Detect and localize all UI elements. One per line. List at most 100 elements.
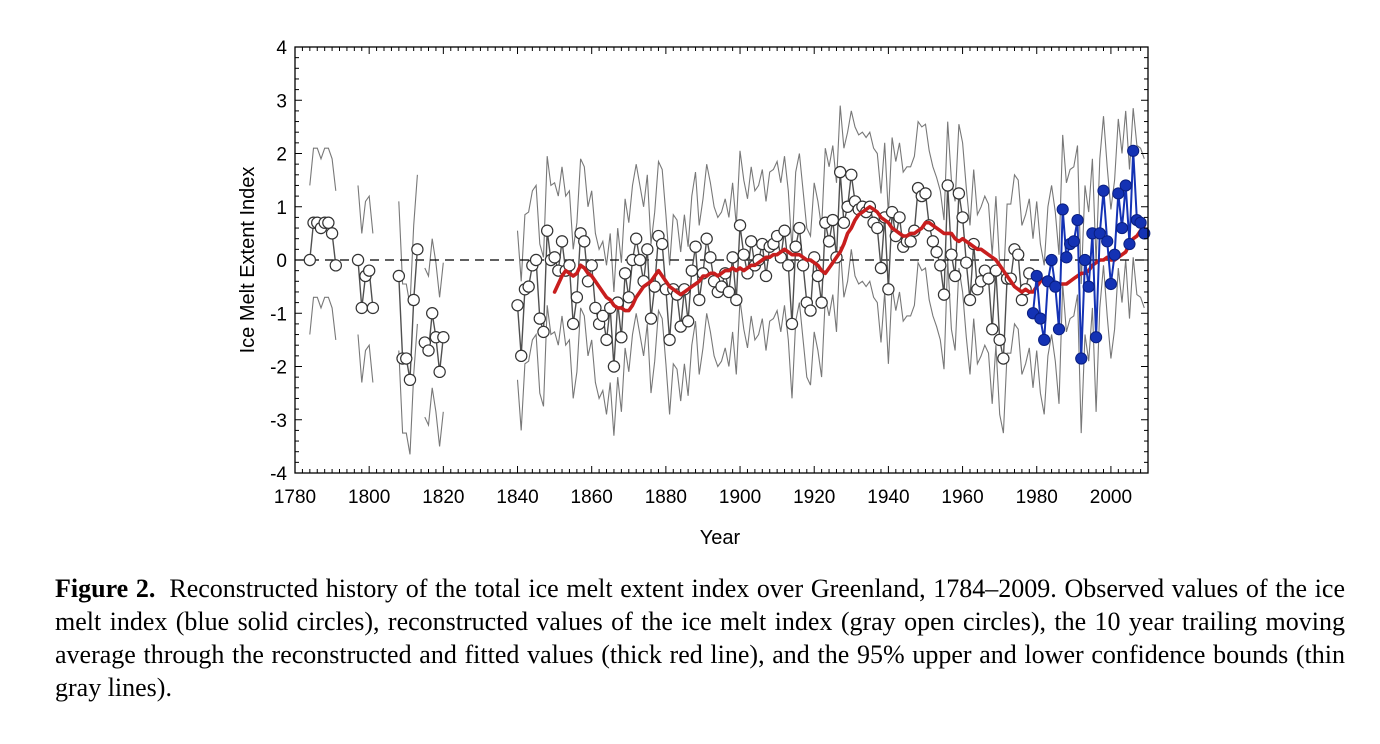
x-tick-label: 1880 xyxy=(645,487,687,508)
observed-series xyxy=(1026,144,1151,365)
y-tick-label: 4 xyxy=(276,38,287,59)
reconstructed-point xyxy=(882,283,895,296)
reconstructed-point xyxy=(522,280,535,293)
reconstructed-point xyxy=(303,253,317,267)
reconstructed-point xyxy=(411,243,424,256)
reconstructed-point xyxy=(355,301,368,315)
x-tick-label: 1980 xyxy=(1016,487,1058,508)
reconstructed-point xyxy=(578,235,591,248)
reconstructed-point xyxy=(400,352,413,365)
y-tick-label: -2 xyxy=(270,358,287,379)
confidence-bounds xyxy=(309,105,1145,455)
observed-point xyxy=(1082,280,1095,293)
reconstructed-point xyxy=(704,251,717,264)
observed-point xyxy=(1097,184,1110,197)
observed-point xyxy=(1038,333,1051,346)
reconstructed-point xyxy=(733,219,747,232)
observed-point xyxy=(1115,221,1129,235)
reconstructed-point xyxy=(960,256,973,269)
reconstructed-point xyxy=(618,267,632,280)
lower-bound-line xyxy=(357,334,374,383)
lower-bound-line xyxy=(309,296,337,340)
reconstructed-point xyxy=(630,232,643,245)
observed-point xyxy=(1045,253,1058,267)
reconstructed-point xyxy=(930,245,943,259)
reconstructed-point xyxy=(782,259,795,272)
reconstructed-point xyxy=(904,235,917,248)
reconstructed-line xyxy=(398,249,419,380)
reconstructed-point xyxy=(685,264,699,277)
y-tick-label: -1 xyxy=(270,304,287,325)
observed-point xyxy=(1104,277,1118,291)
observed-point xyxy=(1071,213,1084,227)
reconstructed-point xyxy=(689,240,702,253)
observed-point xyxy=(1049,280,1062,293)
reconstructed-point xyxy=(982,272,995,285)
figure-caption-text: Reconstructed history of the total ice m… xyxy=(55,574,1345,702)
figure-caption: Figure 2. Reconstructed history of the to… xyxy=(55,572,1345,704)
reconstructed-point xyxy=(540,224,554,237)
observed-point xyxy=(1101,235,1114,248)
observed-point xyxy=(1034,312,1047,325)
upper-bound-line xyxy=(424,238,444,298)
lower-bound-line xyxy=(516,246,1145,436)
reconstructed-point xyxy=(693,293,706,307)
x-tick-label: 1900 xyxy=(719,487,761,508)
y-tick-label: 2 xyxy=(276,145,287,166)
reconstructed-point xyxy=(986,323,999,336)
reconstructed-point xyxy=(845,168,858,181)
reconstructed-point xyxy=(641,243,654,256)
reconstructed-point xyxy=(407,293,420,307)
reconstructed-point xyxy=(948,269,962,283)
observed-point xyxy=(1134,216,1147,229)
reconstructed-point xyxy=(607,360,621,373)
observed-point xyxy=(1056,203,1069,216)
observed-point xyxy=(1127,144,1140,157)
reconstructed-point xyxy=(663,333,676,347)
reconstructed-point xyxy=(600,333,613,347)
observed-point xyxy=(1112,187,1125,200)
reconstructed-point xyxy=(926,235,940,248)
reconstructed-point xyxy=(700,232,713,245)
reconstructed-point xyxy=(325,227,339,240)
reconstructed-point xyxy=(366,301,380,315)
reconstructed-point xyxy=(871,221,884,235)
reconstructed-point xyxy=(329,259,342,272)
observed-point xyxy=(1075,352,1088,365)
reconstructed-point xyxy=(615,331,628,344)
reconstructed-point xyxy=(585,259,598,272)
observed-point xyxy=(1089,331,1103,344)
reconstructed-point xyxy=(822,235,836,248)
reconstructed-point xyxy=(919,187,932,200)
upper-bound-line xyxy=(398,174,418,306)
reconstructed-point xyxy=(533,312,546,325)
reconstructed-series xyxy=(303,165,1036,387)
observed-point xyxy=(1060,251,1073,264)
chart: -4 -3 -2 -1 0 1 2 3 4 1780 1800 1820 1840 1860 1880 19… xyxy=(237,38,1151,549)
reconstructed-point xyxy=(362,264,376,277)
x-tick-label: 1820 xyxy=(422,487,464,508)
reconstructed-point xyxy=(945,248,958,261)
x-tick-label: 1940 xyxy=(867,487,909,508)
observed-point xyxy=(1093,227,1106,240)
lower-bound-line xyxy=(424,387,444,447)
x-axis-label: Year xyxy=(700,527,741,549)
reconstructed-point xyxy=(322,216,335,229)
reconstructed-point xyxy=(993,333,1006,347)
reconstructed-point xyxy=(811,269,825,283)
x-tick-label: 1860 xyxy=(571,487,613,508)
reconstructed-point xyxy=(548,251,561,264)
x-axis: 1780 1800 1820 1840 1860 1880 1900 1920 1940 1960… xyxy=(274,47,1149,508)
reconstructed-point xyxy=(681,315,695,328)
reconstructed-point xyxy=(529,253,543,267)
reconstructed-point xyxy=(833,165,847,179)
observed-point xyxy=(1119,179,1132,192)
reconstructed-point xyxy=(1015,293,1029,307)
reconstructed-point xyxy=(644,312,658,325)
upper-bound-line xyxy=(516,105,1145,293)
observed-point xyxy=(1108,248,1121,261)
reconstructed-point xyxy=(874,261,888,275)
reconstructed-point xyxy=(759,269,773,283)
reconstructed-point xyxy=(737,248,750,261)
reconstructed-point xyxy=(893,211,906,224)
